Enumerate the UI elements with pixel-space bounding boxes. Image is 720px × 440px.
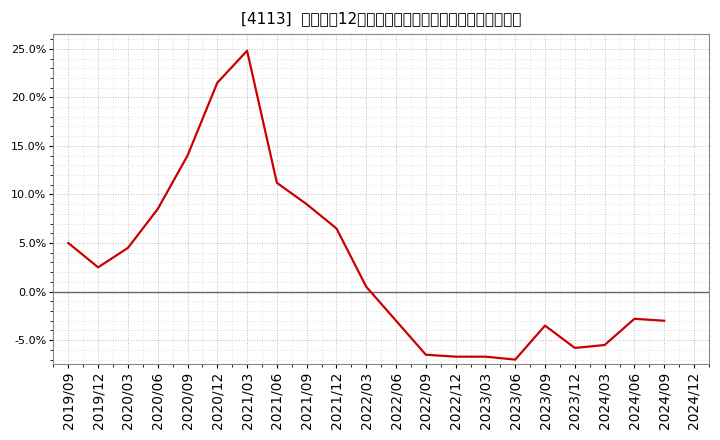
Title: [4113]  売上高の12か月移動合計の対前年同期増減率の推移: [4113] 売上高の12か月移動合計の対前年同期増減率の推移 bbox=[241, 11, 521, 26]
